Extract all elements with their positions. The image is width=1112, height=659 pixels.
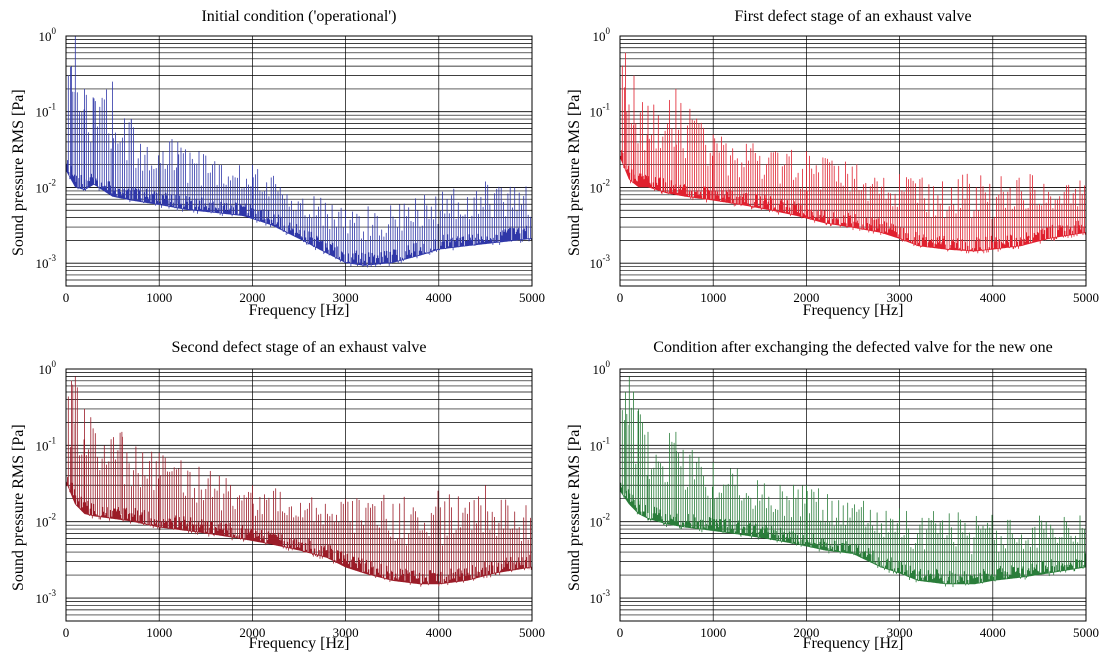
chart-panel-first-defect: First defect stage of an exhaust valve S… (556, 0, 1112, 329)
y-tick-label: 100 (593, 359, 611, 377)
y-tick-label: 10-1 (36, 102, 57, 120)
y-tick-label: 10-1 (590, 435, 611, 453)
spectrum-series-line (619, 52, 1087, 254)
y-tick-label: 100 (39, 359, 57, 377)
y-tick-label: 10-3 (590, 253, 611, 271)
chart-plot-area: 0 1000 2000 3000 4000 5000 100 10-1 10-2 10-3 (590, 359, 1100, 640)
x-tick-label: 3000 (333, 290, 359, 305)
plot-frame (65, 35, 533, 287)
plot-frame (619, 368, 1087, 622)
y-tick-label: 10-2 (36, 512, 57, 530)
x-tick-label: 0 (63, 625, 70, 640)
x-tick-label: 1000 (146, 290, 172, 305)
plot-frame (65, 368, 533, 622)
chart-plot-area: 0 1000 2000 3000 4000 5000 100 10-1 10-2 10-3 (36, 26, 546, 305)
y-tick-label: 10-1 (36, 435, 57, 453)
x-tick-label: 2000 (239, 625, 265, 640)
chart-panel-after-exchange: Condition after exchanging the defected … (556, 329, 1112, 659)
chart-plot-area: 0 1000 2000 3000 4000 5000 100 10-1 10-2 10-3 (590, 26, 1100, 305)
x-tick-label: 4000 (980, 625, 1006, 640)
x-tick-label: 2000 (239, 290, 265, 305)
plot-frame (619, 35, 1087, 287)
x-tick-label: 1000 (146, 625, 172, 640)
chart-title: Condition after exchanging the defected … (653, 339, 1053, 356)
x-tick-label: 1000 (700, 290, 726, 305)
y-tick-label: 10-3 (36, 253, 57, 271)
spectrum-series-line (65, 36, 533, 268)
y-tick-label: 10-3 (36, 588, 57, 606)
x-axis-label: Frequency [Hz] (802, 635, 904, 652)
y-tick-label: 10-2 (590, 512, 611, 530)
chart-title: First defect stage of an exhaust valve (734, 8, 972, 25)
x-tick-label: 4000 (426, 625, 452, 640)
y-tick-label: 100 (39, 26, 57, 44)
x-tick-label: 2000 (793, 290, 819, 305)
x-tick-label: 4000 (980, 290, 1006, 305)
x-tick-label: 1000 (700, 625, 726, 640)
y-tick-label: 10-2 (590, 177, 611, 195)
x-tick-label: 5000 (519, 290, 545, 305)
y-tick-label: 10-3 (590, 588, 611, 606)
x-tick-label: 4000 (426, 290, 452, 305)
chart-plot-area: 0 1000 2000 3000 4000 5000 100 10-1 10-2 10-3 (36, 359, 546, 640)
x-axis-label: Frequency [Hz] (802, 302, 904, 319)
y-tick-label: 10-1 (590, 102, 611, 120)
x-tick-label: 0 (617, 290, 624, 305)
spectrum-series-line (65, 376, 533, 587)
x-axis-label: Frequency [Hz] (248, 302, 350, 319)
x-tick-label: 3000 (887, 290, 913, 305)
x-tick-label: 0 (617, 625, 624, 640)
x-axis-label: Frequency [Hz] (248, 635, 350, 652)
y-tick-label: 10-2 (36, 177, 57, 195)
x-tick-label: 2000 (793, 625, 819, 640)
y-tick-label: 100 (593, 26, 611, 44)
x-tick-label: 3000 (333, 625, 359, 640)
x-tick-label: 5000 (1073, 290, 1099, 305)
x-tick-label: 5000 (519, 625, 545, 640)
chart-panel-initial: Initial condition ('operational') Sound … (0, 0, 556, 329)
x-tick-label: 0 (63, 290, 70, 305)
x-tick-label: 5000 (1073, 625, 1099, 640)
spectrum-series-line (619, 376, 1087, 588)
x-tick-label: 3000 (887, 625, 913, 640)
chart-title: Second defect stage of an exhaust valve (171, 339, 427, 356)
chart-panel-second-defect: Second defect stage of an exhaust valve … (0, 329, 556, 659)
chart-title: Initial condition ('operational') (201, 8, 397, 25)
